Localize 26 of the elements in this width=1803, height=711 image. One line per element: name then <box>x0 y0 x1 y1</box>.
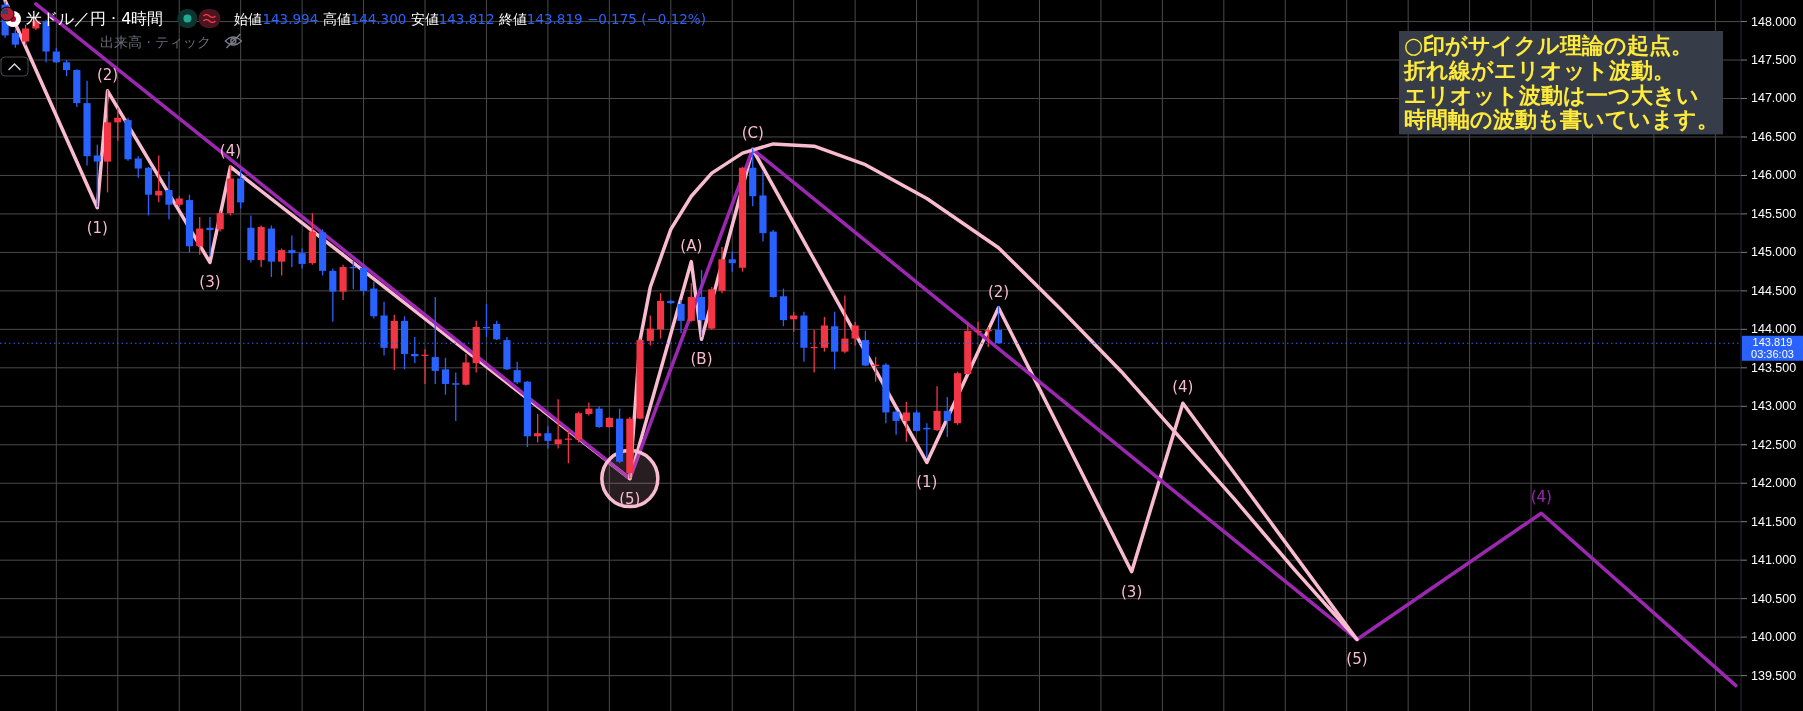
y-tick-label: 139.500 <box>1751 668 1797 683</box>
note: 折れ線がエリオット波動。 <box>1404 57 1675 83</box>
y-tick-label: 144.000 <box>1751 322 1797 337</box>
y-tick-label: 143.000 <box>1751 399 1797 414</box>
note: 時間軸の波動も書いています。 <box>1404 107 1719 133</box>
y-tick-label: 144.500 <box>1751 283 1797 298</box>
y-tick-label: 146.500 <box>1751 129 1797 144</box>
annotation: 出来高 · ティック <box>100 34 212 50</box>
y-tick-label: 140.500 <box>1751 591 1797 606</box>
y-tick-label: 140.000 <box>1751 630 1797 645</box>
y-tick-label: 145.500 <box>1751 206 1797 221</box>
y-tick-label: 142.500 <box>1751 437 1797 452</box>
note: ○印がサイクル理論の起点。 <box>1404 33 1694 58</box>
y-tick-label: 148.000 <box>1751 14 1797 29</box>
y-tick-label: 143.500 <box>1751 360 1797 375</box>
y-tick-label: 147.000 <box>1751 91 1797 106</box>
note: エリオット波動は一つ大きい <box>1404 82 1699 108</box>
y-tick-label: 141.500 <box>1751 514 1797 529</box>
y-tick-label: 142.000 <box>1751 476 1797 491</box>
y-tick-label: 141.000 <box>1751 553 1797 568</box>
text: 米ドル／円 · 4時間 <box>26 9 164 28</box>
text: 始値143.994 高値144.300 安値143.812 終値143.819 −0.175 (−0.12%) <box>234 11 706 27</box>
y-tick-label: 146.000 <box>1751 168 1797 183</box>
ref-line-label: 143.819 03:36:03 <box>1751 336 1794 361</box>
y-tick-label: 145.000 <box>1751 245 1797 260</box>
y-tick-label: 147.500 <box>1751 53 1797 68</box>
